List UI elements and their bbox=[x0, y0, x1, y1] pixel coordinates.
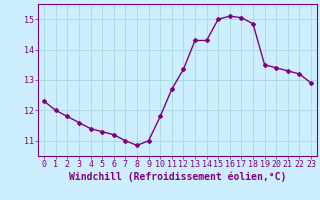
X-axis label: Windchill (Refroidissement éolien,°C): Windchill (Refroidissement éolien,°C) bbox=[69, 172, 286, 182]
